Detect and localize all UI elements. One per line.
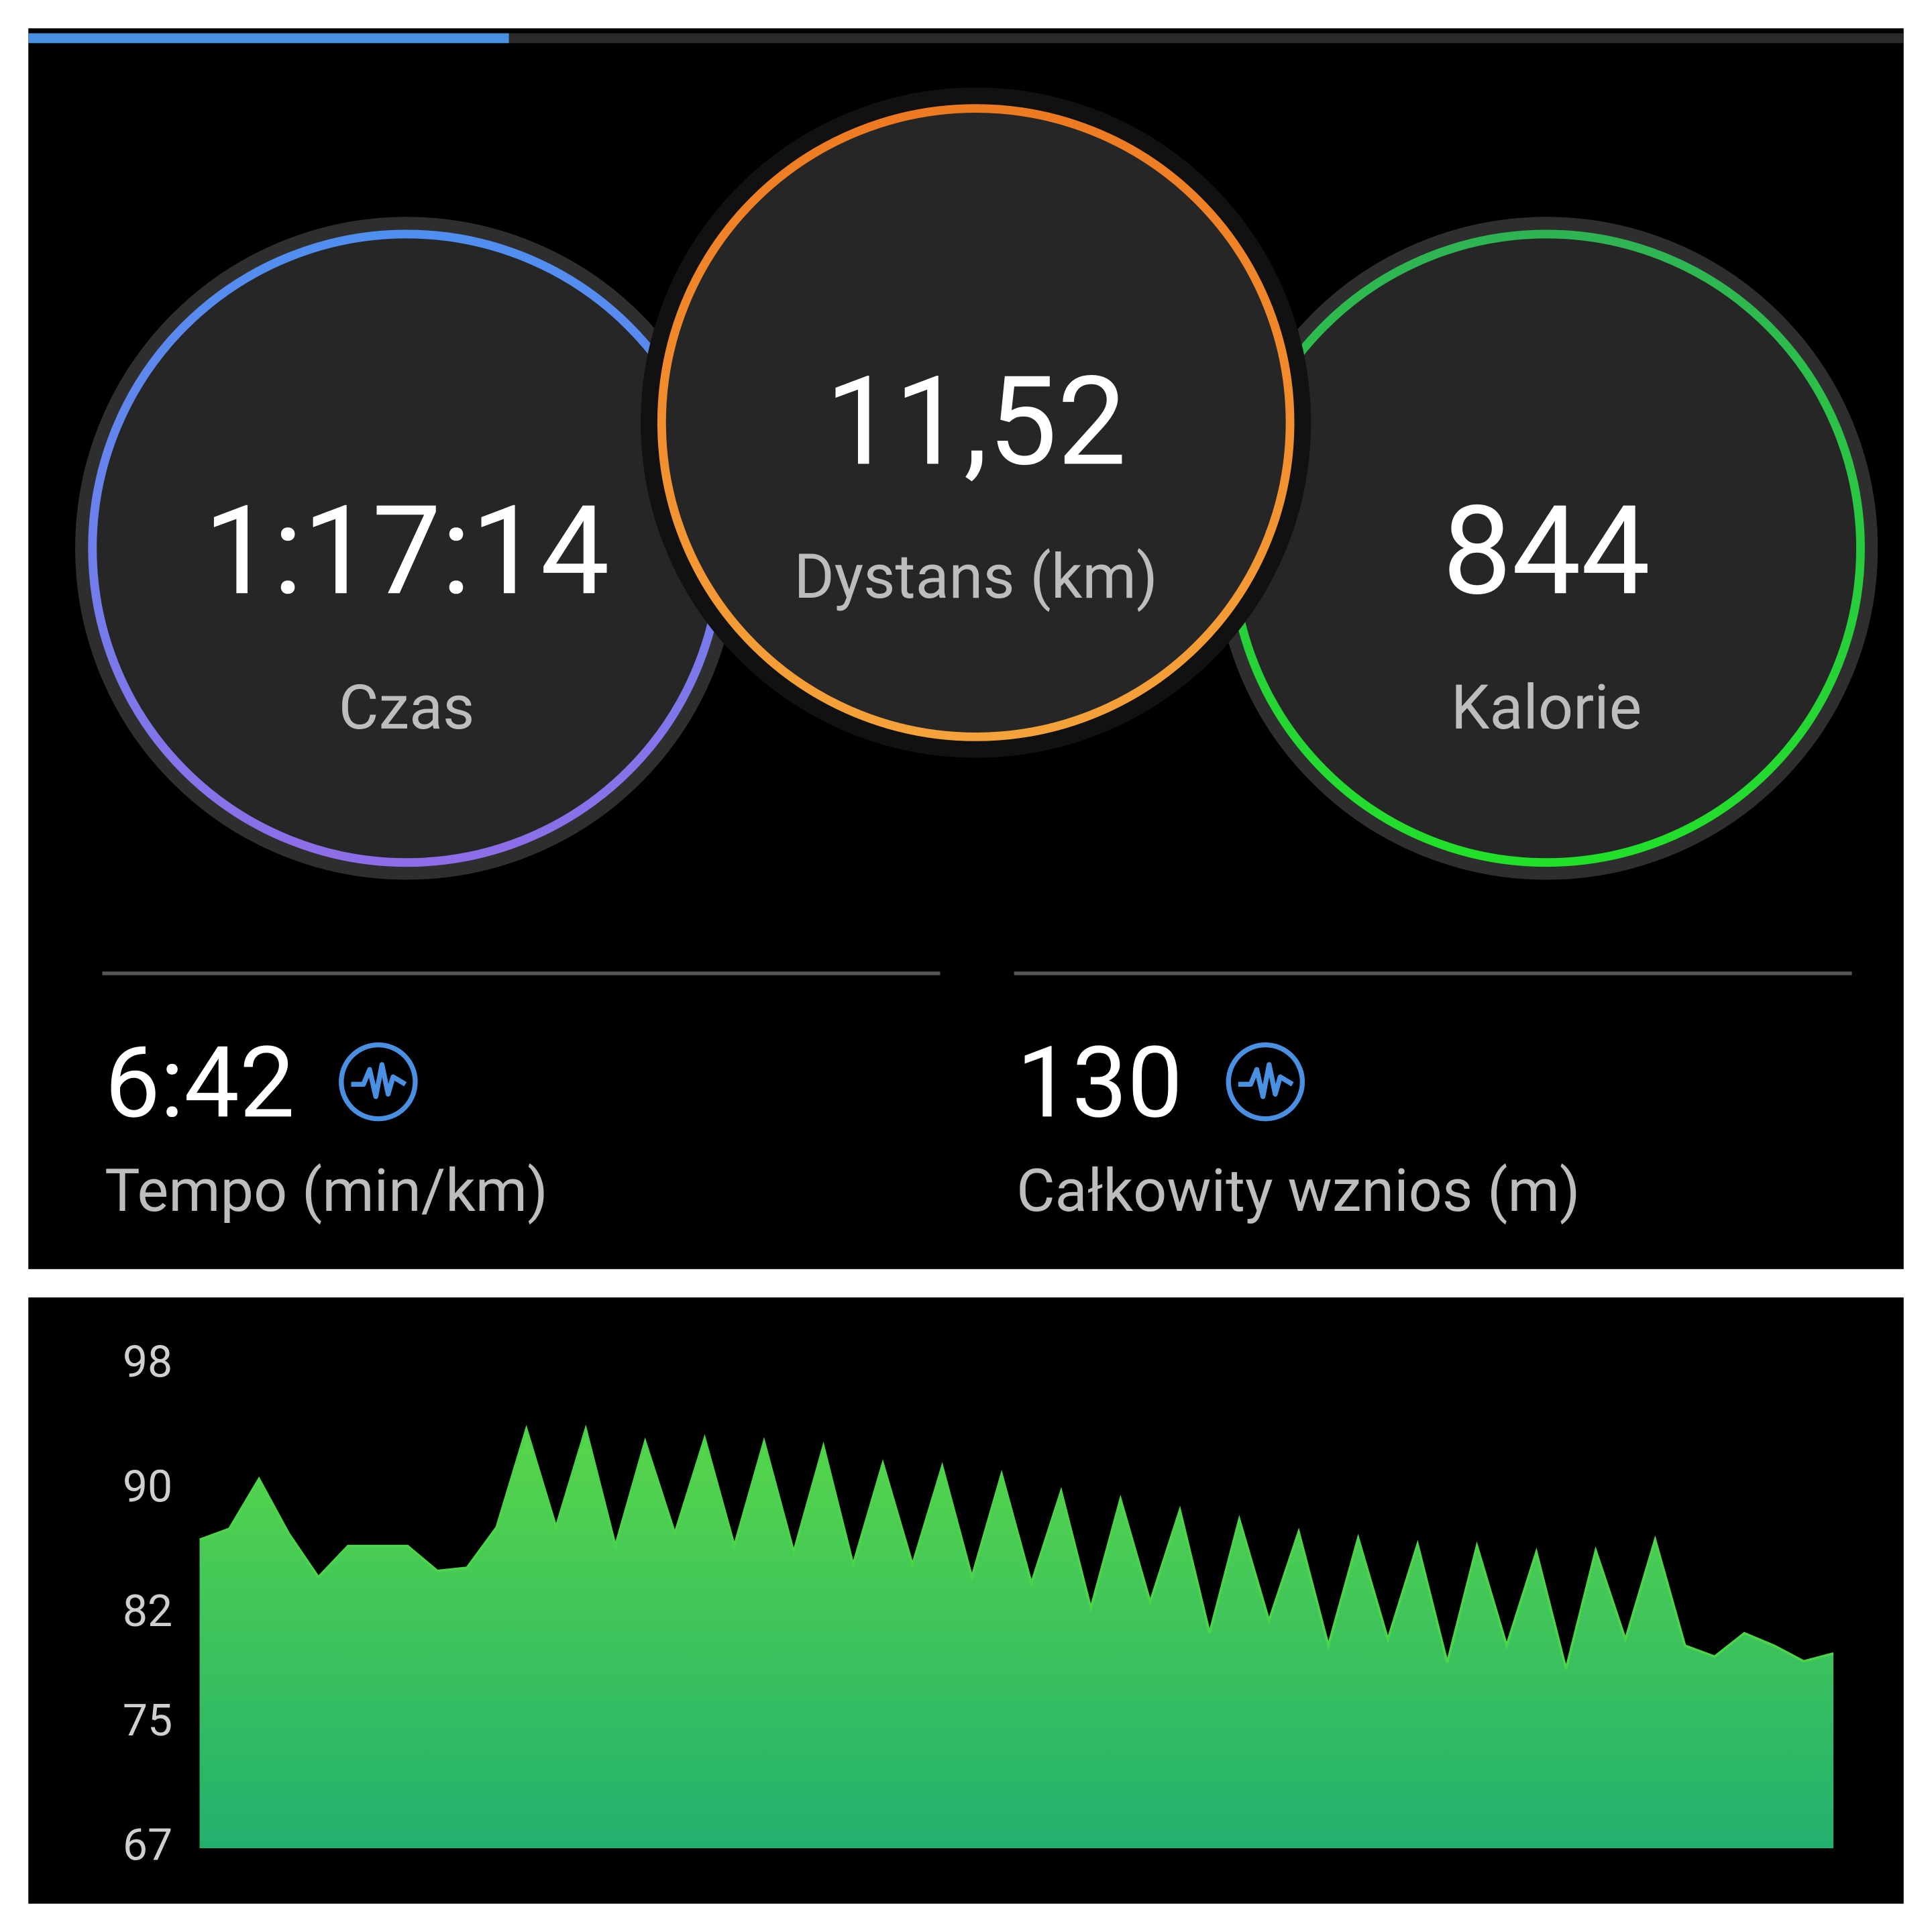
hr-icon[interactable] [339,1042,418,1122]
calories-circle: 844 Kalorie [1215,217,1878,880]
y-tick-label: 82 [123,1586,172,1638]
y-tick-label: 75 [123,1695,172,1747]
metric-label: Całkowity wznios (m) [1016,1156,1580,1226]
time-circle: 1:17:14 Czas [75,217,739,880]
metric-value: 130 [1016,1025,1183,1140]
stat-label: Czas [339,672,475,744]
hr-icon[interactable] [1226,1042,1305,1122]
stat-value: 844 [1442,479,1650,623]
y-tick-label: 90 [123,1461,172,1513]
progress-fill [28,33,509,44]
area-line [199,1424,1834,1670]
metric-value: 6:42 [105,1025,294,1140]
area-fill [199,1429,1834,1849]
y-tick-label: 98 [123,1337,172,1389]
distance-circle: 11,52 Dystans (km) [641,87,1311,758]
metric-label: Tempo (min/km) [105,1156,548,1226]
y-tick-label: 67 [123,1820,172,1872]
stat-label: Kalorie [1451,672,1642,744]
chart: 98 90 82 75 67 [123,1337,1834,1872]
stat-value: 1:17:14 [204,479,610,623]
stat-label: Dystans (km) [794,541,1157,613]
stat-value: 11,52 [825,350,1126,494]
